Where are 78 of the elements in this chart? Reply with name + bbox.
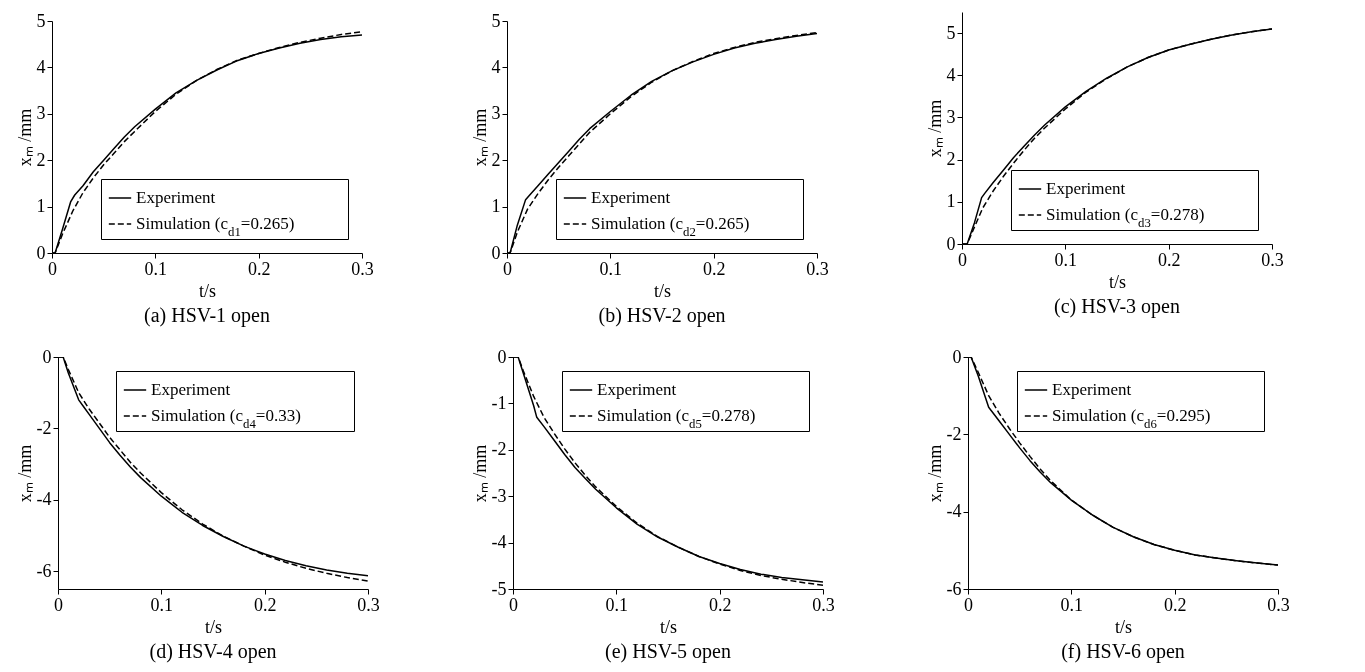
- y-tick-label: 4: [491, 56, 501, 77]
- legend-label: Experiment: [1052, 380, 1132, 399]
- y-tick-label: -2: [491, 439, 507, 460]
- x-tick-label: 0.2: [253, 594, 277, 615]
- text: (d) HSV-4 open: [149, 640, 277, 663]
- x-axis-title: t/s: [659, 616, 678, 637]
- x-axis-title: t/s: [198, 280, 217, 301]
- y-tick-label: 0: [497, 346, 507, 367]
- x-tick-label: 0.3: [812, 594, 835, 615]
- y-axis-title: xₘ /mm: [924, 444, 945, 503]
- text: (e) HSV-5 open: [605, 640, 731, 663]
- x-axis-title: t/s: [1108, 271, 1127, 292]
- y-tick-label: 0: [952, 346, 962, 367]
- y-axis-title: xₘ /mm: [14, 444, 35, 503]
- y-tick-label: -3: [491, 485, 507, 506]
- legend-label: Simulation (c$_{d2}$=0.265): [591, 214, 750, 239]
- y-axis-title: xₘ /mm: [14, 108, 35, 167]
- legend-label: Simulation (c$_{d5}$=0.278): [597, 406, 756, 431]
- x-tick-label: 0.1: [1054, 249, 1078, 270]
- x-axis-title: t/s: [1114, 616, 1133, 637]
- legend-label: Experiment: [597, 380, 677, 399]
- y-tick-label: 0: [42, 346, 52, 367]
- x-tick-label: 0.2: [1157, 249, 1181, 270]
- x-tick-label: 0.2: [702, 258, 726, 279]
- legend-label: Experiment: [591, 188, 671, 207]
- text: (c) HSV-3 open: [1054, 295, 1180, 318]
- y-tick-label: 3: [946, 106, 956, 127]
- y-tick-label: -6: [36, 560, 52, 581]
- text: (f) HSV-6 open: [1061, 640, 1185, 663]
- x-tick-label: 0.1: [150, 594, 174, 615]
- y-axis-title: xₘ /mm: [469, 444, 490, 503]
- y-tick-label: 2: [946, 149, 956, 170]
- x-tick-label: 0.1: [1060, 594, 1084, 615]
- y-tick-label: -1: [491, 392, 507, 413]
- x-tick-label: 0.2: [1163, 594, 1187, 615]
- x-tick-label: 0.2: [708, 594, 732, 615]
- y-tick-label: 0: [946, 233, 956, 254]
- x-tick-label: 0.1: [144, 258, 168, 279]
- x-axis-title: t/s: [653, 280, 672, 301]
- y-tick-label: 1: [946, 191, 956, 212]
- y-tick-label: 4: [946, 64, 956, 85]
- x-tick-label: 0.3: [351, 258, 374, 279]
- y-tick-label: -5: [491, 578, 507, 599]
- y-axis-title: xₘ /mm: [469, 108, 490, 167]
- legend-label: Simulation (c$_{d3}$=0.278): [1046, 205, 1205, 230]
- y-tick-label: 5: [36, 10, 46, 31]
- y-tick-label: 3: [491, 103, 501, 124]
- legend-label: Experiment: [151, 380, 231, 399]
- y-tick-label: -6: [946, 578, 962, 599]
- y-axis-title: xₘ /mm: [924, 99, 945, 158]
- legend-label: Experiment: [1046, 179, 1126, 198]
- legend-label: Simulation (c$_{d6}$=0.295): [1052, 406, 1211, 431]
- y-tick-label: 1: [491, 196, 501, 217]
- x-tick-label: 0.2: [247, 258, 271, 279]
- x-tick-label: 0.3: [1267, 594, 1290, 615]
- y-tick-label: 4: [36, 56, 46, 77]
- legend-label: Simulation (c$_{d1}$=0.265): [136, 214, 295, 239]
- y-tick-label: -2: [36, 417, 52, 438]
- y-tick-label: 2: [491, 149, 501, 170]
- x-tick-label: 0.3: [357, 594, 380, 615]
- x-tick-label: 0.3: [806, 258, 829, 279]
- y-tick-label: -2: [946, 423, 962, 444]
- legend-label: Experiment: [136, 188, 216, 207]
- y-tick-label: 5: [946, 22, 956, 43]
- legend-label: Simulation (c$_{d4}$=0.33): [151, 406, 301, 431]
- y-tick-label: 5: [491, 10, 501, 31]
- y-tick-label: -4: [36, 489, 52, 510]
- y-tick-label: -4: [491, 532, 507, 553]
- x-tick-label: 0.1: [599, 258, 623, 279]
- y-tick-label: -4: [946, 501, 962, 522]
- text: (a) HSV-1 open: [144, 304, 270, 327]
- x-tick-label: 0.1: [605, 594, 629, 615]
- x-tick-label: 0.3: [1261, 249, 1284, 270]
- y-tick-label: 2: [36, 149, 46, 170]
- y-tick-label: 1: [36, 196, 46, 217]
- y-tick-label: 3: [36, 103, 46, 124]
- x-axis-title: t/s: [204, 616, 223, 637]
- text: (b) HSV-2 open: [598, 304, 726, 327]
